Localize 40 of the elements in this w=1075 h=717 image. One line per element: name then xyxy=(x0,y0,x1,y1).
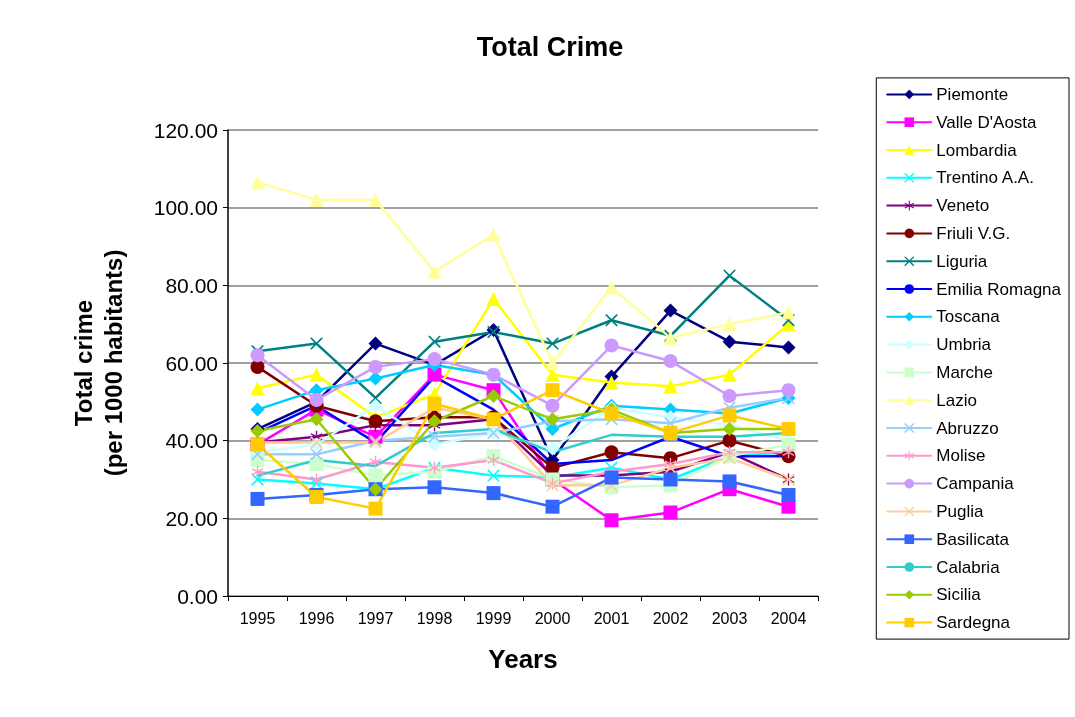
x-tick-label: 2001 xyxy=(593,609,630,627)
y-tick-label: 60.00 xyxy=(165,351,218,375)
legend-label: Campania xyxy=(936,474,1015,494)
legend-label: Marche xyxy=(936,362,993,382)
y-tick-label: 120.00 xyxy=(153,118,218,142)
x-tick-label: 2002 xyxy=(652,609,689,627)
legend-label: Liguria xyxy=(936,251,988,271)
legend-label: Umbria xyxy=(936,335,992,355)
legend-label: Veneto xyxy=(936,196,990,216)
y-tick-label: 40.00 xyxy=(165,429,218,453)
x-tick-label: 2004 xyxy=(770,609,807,627)
x-axis-title: Years xyxy=(488,644,558,674)
y-tick-label: 80.00 xyxy=(165,273,218,297)
x-tick-label: 2000 xyxy=(534,609,571,627)
legend-label: Toscana xyxy=(936,307,1001,327)
legend-label: Piemonte xyxy=(936,84,1009,104)
x-tick-label: 1999 xyxy=(475,609,512,627)
x-tick-label: 1997 xyxy=(357,609,394,627)
x-tick-label: 2003 xyxy=(711,609,748,627)
legend-label: Abruzzo xyxy=(936,418,999,438)
y-tick-label: 0.00 xyxy=(177,584,218,608)
legend-label: Trentino A.A. xyxy=(936,168,1034,188)
y-axis-title: Total crime (per 1000 habitants) xyxy=(69,249,127,477)
legend-label: Lombardia xyxy=(936,140,1018,160)
y-tick-label: 20.00 xyxy=(165,506,218,530)
x-tick-label: 1996 xyxy=(298,609,335,627)
y-tick-label: 100.00 xyxy=(153,196,218,220)
legend-label: Sicilia xyxy=(936,585,982,605)
legend-label: Sardegna xyxy=(936,613,1011,633)
chart-title: Total Crime xyxy=(476,31,624,62)
legend-label: Lazio xyxy=(936,390,977,410)
legend-label: Valle D'Aosta xyxy=(936,112,1038,132)
legend-label: Basilicata xyxy=(936,529,1010,549)
legend-label: Calabria xyxy=(936,557,1001,577)
legend-label: Emilia Romagna xyxy=(936,279,1062,299)
x-tick-label: 1998 xyxy=(416,609,453,627)
legend-label: Puglia xyxy=(936,501,985,521)
legend-label: Friuli V.G. xyxy=(936,223,1011,243)
x-tick-label: 1995 xyxy=(239,609,276,627)
legend-label: Molise xyxy=(936,446,986,466)
